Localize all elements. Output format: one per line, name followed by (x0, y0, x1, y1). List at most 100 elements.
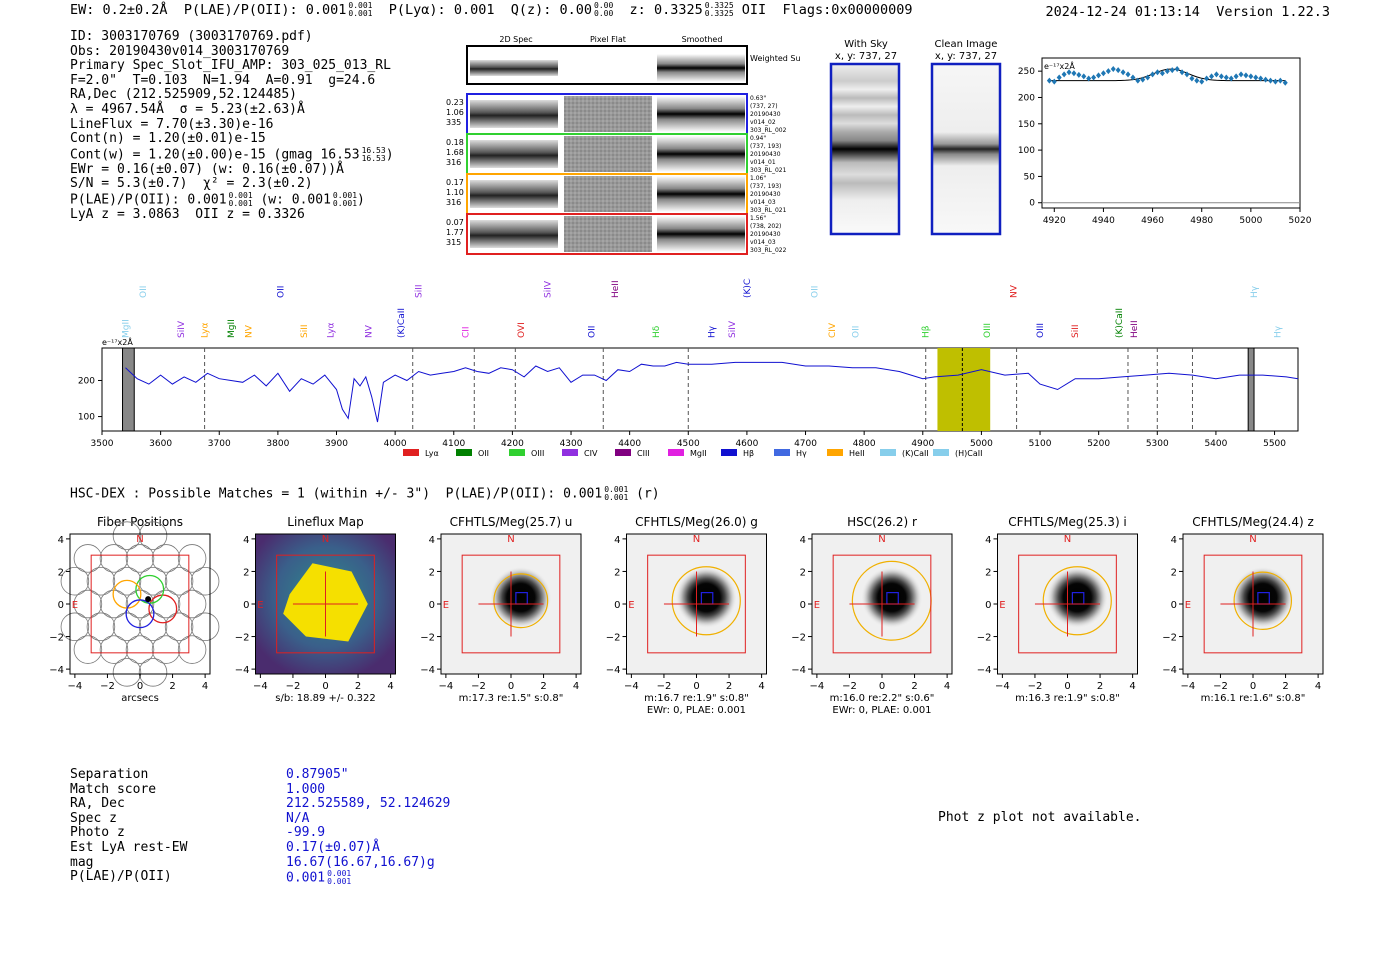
stamp-caption: m:16.1 re:1.6" s:0.8" (1201, 693, 1306, 704)
zoom-data-point (1076, 71, 1082, 78)
north-label: N (1249, 534, 1256, 545)
emission-line-label: SiIV (177, 320, 187, 338)
summary-header: EW: 0.2±0.2Å P(LAE)/P(OII): 0.001 0.001 0.… (70, 1, 913, 19)
fiber-circle (86, 566, 116, 596)
zoom-data-point (1209, 73, 1215, 80)
fiber-circle (138, 521, 168, 550)
x-tick-label: −4 (624, 681, 639, 692)
fiber-left-stat: 316 (446, 198, 461, 207)
col-header-2dspec: 2D Spec (499, 35, 532, 44)
with-sky-coords: x, y: 737, 27 (835, 51, 897, 62)
y-tick-label: 50 (1024, 172, 1036, 182)
x-tick-label: 2 (540, 681, 546, 692)
zoom-data-point (1086, 75, 1092, 82)
search-box (461, 554, 561, 654)
zoom-data-point (1145, 74, 1151, 81)
stamp-title: Lineflux Map (287, 515, 363, 529)
emission-line-label: Lyα (201, 322, 211, 338)
fiber-circle (190, 566, 220, 596)
x-tick-label: −2 (100, 681, 115, 692)
plae-fraction: 0.001 0.001 (348, 1, 373, 18)
y-tick-label: 100 (78, 413, 95, 423)
legend-swatch (615, 449, 631, 456)
legend-label: Hβ (743, 449, 754, 458)
fiber-right-meta: (738, 202) (750, 223, 781, 230)
zoom-data-point (1263, 76, 1269, 83)
x-tick-label: 4600 (735, 439, 758, 449)
fiber-left-stat: 1.77 (446, 228, 464, 237)
x-tick-label: 4 (1129, 681, 1135, 692)
zoom-data-point (1282, 79, 1288, 86)
fiber-right-meta: (737, 193) (750, 183, 781, 190)
y-tick-label: 2 (243, 567, 249, 578)
y-units-label: e⁻¹⁷x2Å (102, 336, 133, 347)
fiber-circle (164, 566, 194, 596)
y-tick-label: −4 (606, 665, 621, 676)
stamp-panel: CFHTLS/Meg(26.0) g N E −4−4 −2 −2 0 0 2 2 4 4 m:16.7… (606, 515, 767, 716)
masked-region (122, 347, 135, 432)
fiber-circle (164, 612, 194, 642)
fiber-circle (151, 589, 181, 619)
emission-line-label: OII (277, 286, 287, 298)
north-label: N (1064, 534, 1071, 545)
y-tick-label: 0 (1171, 600, 1177, 611)
x-tick-label: 2 (169, 681, 175, 692)
fiber-right-meta: 1.06" (750, 175, 766, 182)
emission-line-label: (K)CaII (397, 308, 407, 338)
fiber-circle (73, 635, 103, 664)
hscdex-summary: HSC-DEX : Possible Matches = 1 (within +… (70, 485, 660, 502)
legend-swatch (668, 449, 684, 456)
zoom-data-point (1120, 69, 1126, 76)
fiber-right-meta: (737, 193) (750, 143, 781, 150)
emission-line-label: Hγ (708, 325, 718, 338)
legend-swatch (880, 449, 896, 456)
zoom-data-point (1140, 76, 1146, 83)
detection-info: ID: 3003170769 (3003170769.pdf) Obs: 2019… (70, 29, 394, 223)
fiber-circle (177, 544, 207, 573)
sky-panels: With Sky x, y: 737, 27 Clean Image x, y:… (829, 39, 1002, 236)
fiber-left-stat: 1.10 (446, 188, 464, 197)
zoom-data-point (1248, 73, 1254, 80)
y-tick-label: 4 (800, 535, 806, 546)
x-tick-label: 4 (1315, 681, 1321, 692)
y-tick-label: −2 (420, 633, 435, 644)
x-tick-label: 5020 (1289, 216, 1312, 226)
x-tick-label: 2 (1097, 681, 1103, 692)
zoom-data-point (1213, 71, 1219, 78)
match-label: RA, Dec (70, 796, 125, 812)
legend-swatch (774, 449, 790, 456)
emission-line-label: MgII (227, 319, 237, 338)
emission-line-label: (K)CaII (743, 278, 753, 298)
emission-line-label: HeII (1130, 320, 1140, 338)
x-tick-label: 4400 (618, 439, 641, 449)
search-box (276, 554, 375, 654)
fiber-cutouts: 2D Spec Pixel Flat Smoothed Weighted Sum… (446, 35, 800, 255)
fiber-left-stat: 0.17 (446, 178, 464, 187)
zoom-data-point (1174, 66, 1180, 73)
match-label: mag (70, 854, 94, 870)
fiber-circle (190, 612, 220, 642)
x-tick-label: 0 (693, 681, 699, 692)
x-tick-label: −4 (68, 681, 83, 692)
x-tick-label: 5100 (1029, 439, 1052, 449)
match-value: 16.67(16.67,16.67)g (286, 854, 435, 870)
zoom-data-point (1194, 77, 1200, 84)
zoom-data-point (1238, 71, 1244, 78)
fiber-left-stat: 335 (446, 118, 461, 127)
y-tick-label: 100 (1018, 146, 1035, 156)
photz-message: Phot z plot not available. (938, 810, 1142, 825)
galaxy-image (675, 566, 738, 629)
y-tick-label: 4 (243, 535, 249, 546)
east-label: E (257, 600, 263, 611)
match-row: P(LAE)/P(OII) 0.001 0.001 0.001 (70, 870, 450, 886)
match-row: Spec z N/A (70, 811, 450, 827)
zoom-data-point (1125, 71, 1131, 78)
with-sky-image (829, 62, 901, 236)
stamp-caption: arcsecs (121, 693, 159, 704)
legend-swatch (933, 449, 949, 456)
fiber-left-stat: 1.68 (446, 148, 464, 157)
zoom-data-point (1071, 70, 1077, 77)
zoom-data-point (1110, 66, 1116, 73)
